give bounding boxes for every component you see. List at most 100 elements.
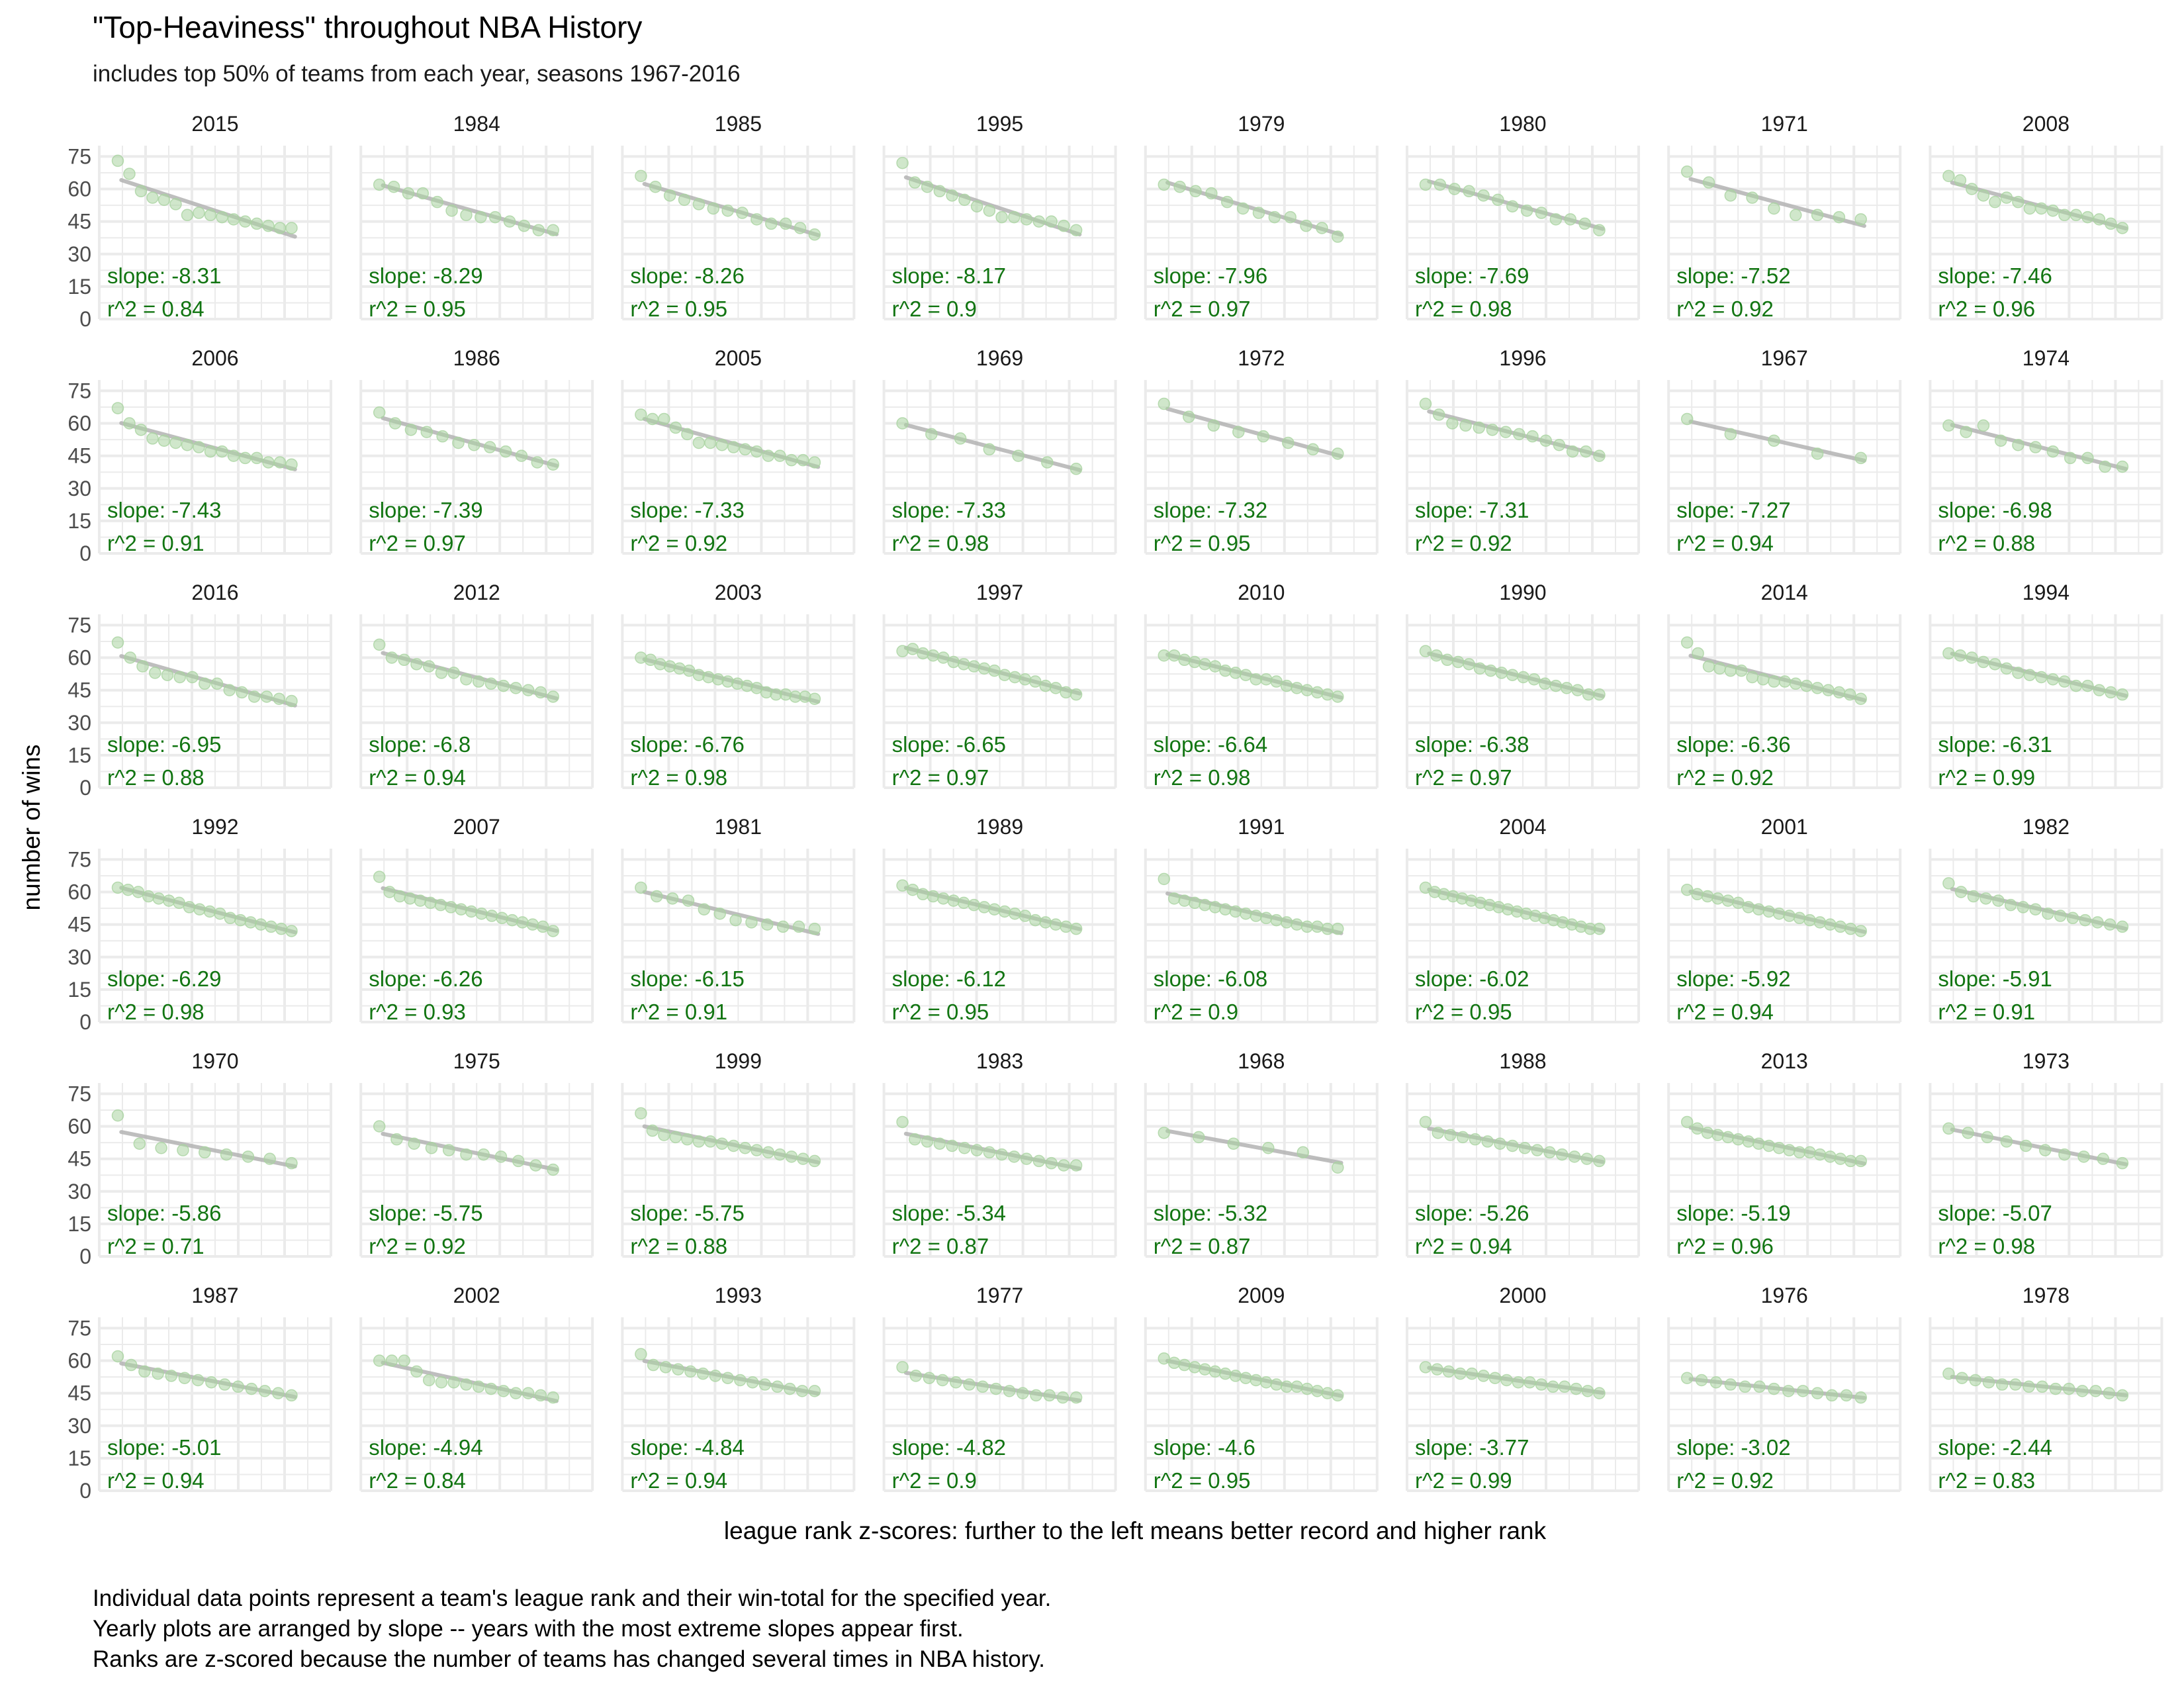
- data-point: [1513, 428, 1525, 441]
- data-point: [1746, 671, 1758, 684]
- data-point: [2070, 679, 2083, 692]
- data-point: [2017, 901, 2030, 914]
- data-point: [2116, 1389, 2129, 1402]
- data-point: [1811, 1387, 1824, 1399]
- slope-annotation: slope: -5.75: [369, 1201, 482, 1225]
- facet-year-label: 2007: [453, 815, 500, 839]
- data-point: [1492, 193, 1504, 207]
- caption-line: Yearly plots are arranged by slope -- ye…: [93, 1616, 964, 1642]
- data-point: [968, 660, 980, 673]
- data-point: [1300, 1382, 1314, 1395]
- data-point: [715, 439, 729, 451]
- data-point: [1208, 660, 1222, 673]
- data-point: [1854, 925, 1867, 937]
- slope-annotation: slope: -5.19: [1676, 1201, 1790, 1225]
- data-point: [995, 211, 1008, 224]
- data-point: [1732, 1133, 1745, 1146]
- data-point: [933, 185, 946, 198]
- data-point: [475, 211, 487, 224]
- data-point: [503, 215, 516, 228]
- data-point: [1547, 1380, 1559, 1393]
- data-point: [1008, 1150, 1021, 1163]
- slope-annotation: slope: -6.29: [107, 966, 221, 991]
- data-point: [1259, 912, 1273, 925]
- data-point: [1457, 1131, 1469, 1144]
- data-point: [547, 458, 559, 471]
- slope-annotation: slope: -5.01: [107, 1435, 221, 1460]
- slope-annotation: slope: -7.31: [1415, 498, 1529, 522]
- data-point: [531, 456, 544, 469]
- data-point: [1811, 209, 1824, 222]
- data-point: [244, 916, 257, 929]
- r-squared-annotation: r^2 = 0.94: [1676, 1000, 1774, 1024]
- data-point: [729, 914, 742, 927]
- data-point: [1568, 1150, 1581, 1163]
- regression-line: [1950, 1127, 2128, 1166]
- data-point: [1962, 1127, 1974, 1139]
- y-tick-label: 15: [68, 743, 91, 767]
- facet-year-label: 2014: [1761, 581, 1808, 604]
- slope-annotation: slope: -5.86: [107, 1201, 221, 1225]
- r-squared-annotation: r^2 = 0.94: [369, 765, 466, 790]
- data-point: [1977, 189, 1990, 202]
- data-point: [1854, 451, 1867, 465]
- y-tick-label: 30: [68, 242, 91, 266]
- data-point: [434, 898, 447, 912]
- data-point: [124, 651, 136, 664]
- data-point: [111, 154, 124, 167]
- data-point: [2000, 662, 2013, 675]
- data-point: [1473, 421, 1486, 434]
- r-squared-annotation: r^2 = 0.87: [1154, 1234, 1251, 1258]
- data-point: [2076, 1385, 2089, 1397]
- data-point: [1178, 894, 1191, 907]
- data-point: [424, 896, 437, 910]
- facet-year-label: 2006: [191, 346, 238, 370]
- data-point: [169, 198, 182, 211]
- facet-year-label: 1970: [191, 1049, 238, 1073]
- facet-panel: 1971 slope: -7.52 r^2 = 0.92: [1667, 112, 1902, 321]
- slope-annotation: slope: -7.27: [1676, 498, 1790, 522]
- data-point: [1208, 1365, 1222, 1378]
- data-point: [1942, 1122, 1955, 1135]
- r-squared-annotation: r^2 = 0.96: [1676, 1234, 1774, 1258]
- slope-annotation: slope: -4.82: [892, 1435, 1006, 1460]
- data-point: [373, 1120, 386, 1133]
- slope-annotation: slope: -6.65: [892, 732, 1006, 757]
- data-point: [1942, 647, 1955, 660]
- data-point: [1977, 419, 1990, 432]
- data-point: [1561, 682, 1573, 694]
- data-point: [734, 1374, 747, 1387]
- y-tick-label: 45: [68, 679, 91, 702]
- data-point: [445, 901, 457, 914]
- data-point: [529, 1159, 542, 1172]
- data-point: [272, 1387, 285, 1399]
- data-point: [1793, 1146, 1806, 1159]
- data-point: [452, 436, 465, 449]
- data-point: [1506, 1139, 1519, 1152]
- data-point: [1824, 918, 1837, 931]
- data-point: [387, 180, 400, 193]
- facet-panel: 2004 slope: -6.02 r^2 = 0.95: [1406, 815, 1640, 1024]
- data-point: [1419, 1361, 1432, 1374]
- slope-annotation: slope: -3.77: [1415, 1435, 1529, 1460]
- y-tick-label: 15: [68, 1212, 91, 1236]
- data-point: [193, 441, 205, 453]
- facet-year-label: 1987: [191, 1284, 238, 1307]
- data-point: [1280, 1380, 1293, 1393]
- data-point: [808, 1385, 821, 1397]
- slope-annotation: slope: -7.52: [1676, 263, 1790, 288]
- data-point: [1709, 1376, 1723, 1389]
- data-point: [123, 167, 136, 180]
- data-point: [488, 211, 502, 224]
- chart-title: "Top-Heaviness" throughout NBA History: [93, 10, 643, 44]
- slope-annotation: slope: -8.17: [892, 263, 1006, 288]
- data-point: [497, 679, 510, 692]
- slope-annotation: slope: -6.12: [892, 966, 1006, 991]
- data-point: [186, 671, 199, 684]
- data-point: [1956, 1372, 1968, 1384]
- facet-year-label: 1988: [1499, 1049, 1546, 1073]
- data-point: [1556, 1148, 1569, 1161]
- caption-line: Ranks are z-scored because the number of…: [93, 1646, 1045, 1672]
- data-point: [2116, 460, 2129, 473]
- data-point: [1019, 910, 1032, 922]
